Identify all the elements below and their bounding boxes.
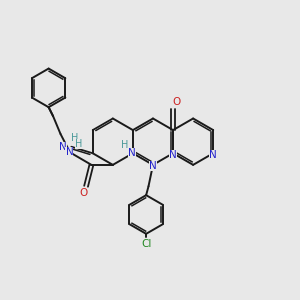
Text: O: O [79,188,87,198]
Text: N: N [169,150,177,160]
Text: N: N [209,150,217,160]
Text: H: H [71,134,79,143]
Text: H: H [75,139,82,149]
Text: O: O [172,97,181,107]
Text: N: N [128,148,136,158]
Text: N: N [59,142,67,152]
Text: H: H [121,140,128,150]
Text: N: N [65,147,73,158]
Text: Cl: Cl [141,239,151,249]
Text: N: N [149,161,157,171]
